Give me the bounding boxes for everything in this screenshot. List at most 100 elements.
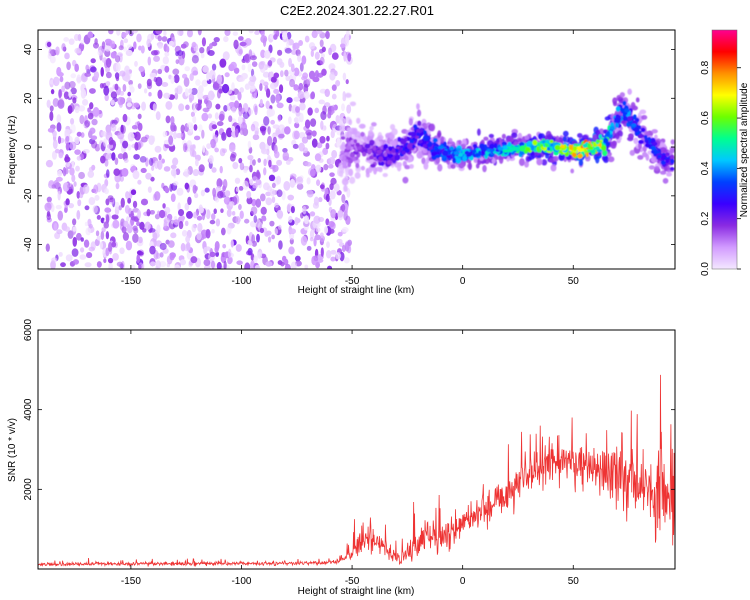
spectrogram-speckle bbox=[52, 130, 57, 138]
spectrogram-trace-blob bbox=[408, 118, 413, 126]
spectrogram-speckle bbox=[284, 126, 291, 135]
spectrogram-speckle bbox=[314, 107, 320, 114]
spectrogram-speckle bbox=[63, 91, 70, 100]
spectrogram-speckle bbox=[140, 45, 145, 54]
spectrogram-speckle bbox=[52, 139, 58, 150]
spectrogram-speckle bbox=[74, 47, 82, 54]
spectrogram-speckle bbox=[180, 43, 187, 49]
spectrogram-speckle bbox=[52, 97, 59, 107]
spectrogram-speckle bbox=[285, 40, 290, 49]
spectrogram-speckle bbox=[140, 167, 147, 174]
spectrogram-speckle bbox=[133, 102, 140, 108]
spectrogram-speckle bbox=[214, 245, 219, 253]
spectrogram-speckle bbox=[50, 89, 55, 95]
spectrogram-speckle bbox=[244, 54, 250, 63]
spectrogram-trace-core bbox=[643, 135, 648, 140]
spectrogram-speckle bbox=[149, 245, 156, 255]
spectrogram-speckle bbox=[158, 209, 166, 219]
spectrogram-speckle bbox=[269, 71, 274, 78]
spectrogram-speckle bbox=[150, 32, 155, 40]
spectrogram-speckle bbox=[163, 219, 167, 229]
spectrogram-speckle bbox=[185, 235, 191, 243]
spectrogram-speckle bbox=[232, 161, 239, 170]
spectrogram-speckle bbox=[85, 227, 91, 236]
spectrogram-speckle bbox=[89, 127, 96, 134]
spectrogram-speckle bbox=[108, 137, 114, 146]
spectrogram-trace-blob bbox=[416, 103, 420, 110]
spectrogram-trace-core bbox=[595, 146, 600, 151]
spectrogram-speckle bbox=[238, 157, 243, 164]
spectrogram-speckle bbox=[179, 30, 184, 36]
spectrogram-trace-blob bbox=[654, 134, 658, 140]
spectrogram-speckle bbox=[78, 171, 85, 180]
spectrogram-speckle bbox=[173, 74, 180, 84]
spectrogram-trace-core bbox=[669, 167, 675, 171]
spectrogram-speckle bbox=[261, 216, 267, 222]
spectrogram-speckle bbox=[306, 78, 311, 85]
spectrogram-speckle bbox=[76, 191, 81, 199]
spectrogram-speckle bbox=[243, 167, 248, 173]
spectrogram-speckle bbox=[312, 202, 320, 209]
spectrogram-trace-blob bbox=[482, 165, 487, 173]
snr-ytick-label: 6000 bbox=[23, 318, 34, 341]
spectrogram-speckle bbox=[302, 205, 307, 215]
spectrogram-speckle bbox=[287, 156, 294, 162]
spectrogram-speckle bbox=[282, 151, 290, 161]
spectrogram-speckle bbox=[105, 81, 111, 86]
spectrogram-speckle bbox=[260, 35, 268, 43]
spectrogram-speckle bbox=[331, 84, 337, 91]
spectrogram-speckle bbox=[68, 38, 75, 45]
spectrogram-speckle bbox=[220, 227, 226, 236]
spectrogram-xtick-label: -50 bbox=[345, 276, 360, 287]
spectrogram-speckle bbox=[252, 159, 256, 166]
spectrogram-speckle bbox=[107, 257, 114, 264]
spectrogram-trace-blob bbox=[341, 177, 349, 186]
spectrogram-speckle bbox=[64, 226, 71, 232]
spectrogram-speckle bbox=[175, 168, 181, 176]
spectrogram-speckle bbox=[197, 30, 202, 36]
spectrogram-trace-core bbox=[378, 156, 384, 162]
spectrogram-speckle bbox=[139, 221, 145, 231]
spectrogram-speckle bbox=[210, 260, 216, 269]
spectrogram-speckle bbox=[111, 214, 119, 220]
spectrogram-speckle bbox=[319, 56, 325, 65]
spectrogram-speckle bbox=[263, 158, 267, 167]
spectrogram-speckle bbox=[153, 55, 160, 62]
spectrogram-speckle bbox=[249, 55, 257, 61]
spectrogram-speckle bbox=[72, 259, 80, 265]
spectrogram-speckle bbox=[319, 184, 325, 190]
spectrogram-trace-core bbox=[349, 152, 355, 158]
spectrogram-speckle bbox=[268, 159, 272, 168]
spectrogram-trace-core bbox=[546, 147, 551, 151]
spectrogram-speckle bbox=[83, 239, 90, 248]
spectrogram-speckle bbox=[186, 30, 194, 38]
spectrogram-speckle bbox=[227, 222, 235, 229]
spectrogram-speckle bbox=[192, 115, 197, 124]
spectrogram-trace-core bbox=[370, 163, 376, 168]
spectrogram-speckle bbox=[297, 54, 302, 63]
spectrogram-trace-blob bbox=[349, 176, 356, 185]
spectrogram-speckle bbox=[215, 218, 221, 227]
spectrogram-speckle bbox=[249, 84, 256, 92]
spectrogram-speckle bbox=[61, 43, 66, 52]
spectrogram-speckle bbox=[325, 30, 330, 40]
spectrogram-speckle bbox=[198, 164, 205, 173]
spectrogram-trace-blob bbox=[524, 135, 530, 141]
spectrogram-speckle bbox=[246, 190, 252, 199]
spectrogram-trace-core bbox=[657, 154, 662, 159]
spectrogram-trace-core bbox=[394, 155, 400, 161]
spectrogram-speckle bbox=[202, 145, 206, 153]
spectrogram-speckle bbox=[164, 187, 170, 194]
spectrogram-trace-blob bbox=[602, 156, 609, 164]
spectrogram-speckle bbox=[163, 166, 171, 172]
spectrogram-speckle bbox=[190, 111, 196, 117]
spectrogram-trace-blob bbox=[666, 172, 672, 177]
spectrogram-speckle bbox=[239, 41, 247, 47]
spectrogram-speckle bbox=[103, 258, 107, 264]
spectrogram-trace-blob bbox=[421, 157, 426, 165]
spectrogram-speckle bbox=[103, 85, 110, 96]
spectrogram-speckle bbox=[341, 227, 349, 233]
spectrogram-speckle bbox=[46, 213, 52, 221]
spectrogram-speckle bbox=[132, 170, 140, 180]
spectrogram-speckle bbox=[46, 41, 52, 48]
